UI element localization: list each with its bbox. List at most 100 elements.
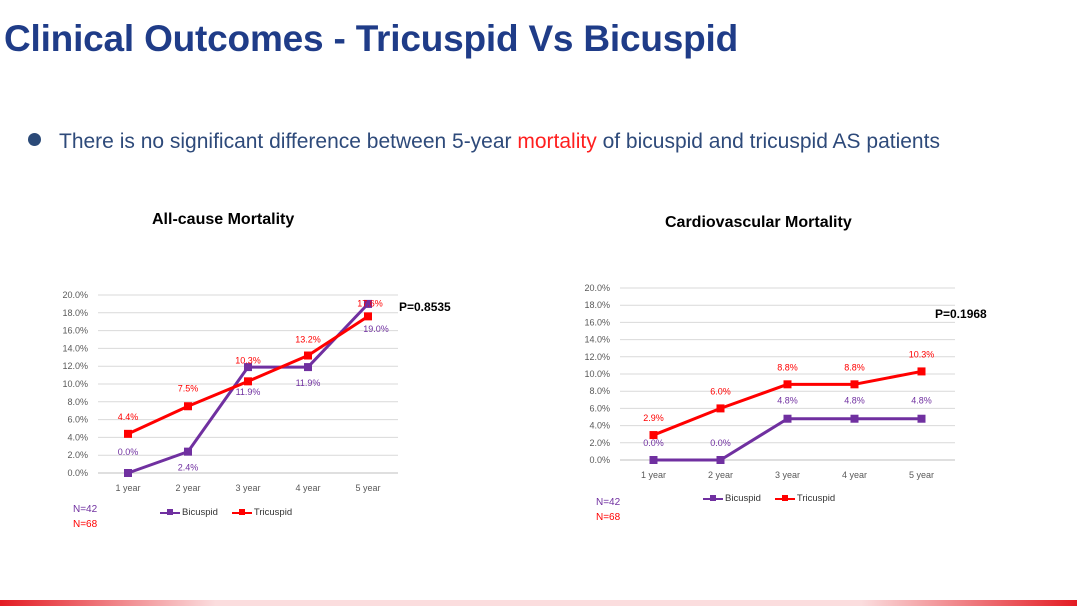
chart-2-bicuspid-point	[649, 456, 658, 464]
chart-1-bicuspid-point	[124, 469, 132, 477]
chart-1-x-tick-label: 3 year	[235, 483, 260, 493]
chart-1-tricuspid-data-label: 17.6%	[357, 298, 383, 308]
chart-2-y-tick-label: 8.0%	[589, 386, 610, 396]
chart-1-legend-tricuspid: Tricuspid	[231, 507, 293, 518]
chart-1-y-tick-label: 14.0%	[62, 343, 88, 353]
chart-2-title: Cardiovascular Mortality	[665, 214, 852, 231]
chart-2-n-tricuspid: N=68	[596, 512, 621, 523]
chart-2-p-value: P=0.1968	[935, 307, 987, 321]
chart-2-legend-bicuspid: Bicuspid	[703, 493, 761, 504]
chart-2-tricuspid-data-label: 6.0%	[710, 386, 731, 396]
chart-1-tricuspid-data-label: 7.5%	[178, 383, 199, 393]
footer-accent-bar	[0, 600, 1077, 606]
chart-2-tricuspid-data-label: 8.8%	[777, 362, 798, 372]
chart-1-y-tick-label: 18.0%	[62, 308, 88, 318]
chart-1-x-tick-label: 1 year	[115, 483, 140, 493]
chart-2-n-bicuspid: N=42	[596, 497, 621, 508]
chart-2-tricuspid-point	[850, 380, 859, 389]
chart-1-x-tick-label: 4 year	[295, 483, 320, 493]
bullet-text-pre: There is no significant difference betwe…	[59, 130, 518, 153]
chart-1-tricuspid-point	[124, 429, 132, 438]
chart-2-x-tick-label: 1 year	[641, 470, 666, 480]
chart-2-y-tick-label: 2.0%	[589, 438, 610, 448]
chart-1-y-tick-label: 2.0%	[67, 450, 88, 460]
chart-2-bicuspid-point	[917, 414, 926, 423]
bullet-point: There is no significant difference betwe…	[28, 130, 940, 154]
chart-1-legend-tricuspid-label: Tricuspid	[253, 507, 293, 518]
chart-1-tricuspid-point	[364, 312, 372, 321]
chart-2-y-tick-label: 14.0%	[584, 335, 610, 345]
chart-2-x-tick-label: 3 year	[775, 470, 800, 480]
chart-2-legend-tricuspid: Tricuspid	[774, 493, 836, 504]
chart-1-legend-bicuspid-label: Bicuspid	[182, 507, 218, 518]
chart-1-x-tick-label: 5 year	[355, 483, 380, 493]
chart-1-bicuspid-data-label: 11.9%	[296, 378, 321, 388]
chart-2-legend-bicuspid-label: Bicuspid	[725, 493, 761, 504]
chart-1-y-tick-label: 16.0%	[62, 326, 88, 336]
chart-1-y-tick-label: 0.0%	[67, 468, 88, 478]
chart-2-tricuspid-point	[649, 431, 658, 440]
chart-1-tricuspid-data-label: 4.4%	[118, 412, 139, 422]
chart-2-tricuspid-point	[716, 404, 725, 413]
chart-2-y-tick-label: 10.0%	[584, 369, 610, 379]
chart-2-bicuspid-data-label: 4.8%	[777, 396, 798, 406]
chart-2-y-tick-label: 6.0%	[589, 403, 610, 413]
chart-2-bicuspid-data-label: 0.0%	[710, 438, 731, 448]
chart-1-tricuspid-data-label: 10.3%	[235, 355, 261, 365]
chart-2-tricuspid-point	[783, 380, 792, 389]
chart-2-x-tick-label: 5 year	[909, 470, 934, 480]
chart-2-y-tick-label: 20.0%	[584, 283, 610, 293]
chart-2-bicuspid-data-label: 4.8%	[844, 396, 865, 406]
chart-1-bicuspid-point	[304, 363, 312, 372]
chart-1-bicuspid-data-label: 2.4%	[178, 463, 199, 473]
chart-1-title: All-cause Mortality	[152, 211, 295, 228]
chart-2-tricuspid-point	[917, 367, 926, 376]
chart-1-bicuspid-point	[244, 363, 252, 372]
chart-1-tricuspid-data-label: 13.2%	[295, 335, 321, 345]
legend-line-marker-icon	[231, 509, 252, 515]
chart-1-bicuspid-data-label: 0.0%	[118, 447, 139, 457]
chart-2-bicuspid-data-label: 4.8%	[911, 396, 932, 406]
chart-2-legend-tricuspid-label: Tricuspid	[796, 493, 836, 504]
chart-1-p-value: P=0.8535	[399, 300, 451, 314]
chart-2-y-tick-label: 0.0%	[589, 455, 610, 465]
legend-line-marker-icon	[774, 495, 795, 501]
chart-1-n-bicuspid: N=42	[73, 504, 98, 515]
chart-2-y-tick-label: 12.0%	[584, 352, 610, 362]
chart-1-y-tick-label: 6.0%	[67, 415, 88, 425]
chart-1-y-tick-label: 4.0%	[67, 432, 88, 442]
chart-2-y-tick-label: 16.0%	[584, 317, 610, 327]
chart-2-y-tick-label: 4.0%	[589, 421, 610, 431]
chart-2-tricuspid-data-label: 10.3%	[909, 349, 935, 359]
chart-2-bicuspid-point	[716, 456, 725, 464]
legend-line-marker-icon	[160, 509, 180, 515]
chart-2-bicuspid-data-label: 0.0%	[643, 438, 664, 448]
chart-2-tricuspid-data-label: 8.8%	[844, 362, 865, 372]
chart-2-bicuspid-point	[783, 414, 792, 423]
bullet-dot-icon	[28, 133, 41, 146]
chart-1-y-tick-label: 20.0%	[62, 290, 88, 300]
chart-1-y-tick-label: 8.0%	[67, 397, 88, 407]
legend-line-marker-icon	[703, 495, 723, 501]
chart-2-tricuspid-data-label: 2.9%	[643, 413, 664, 423]
chart-1-bicuspid-data-label: 11.9%	[236, 387, 261, 397]
chart-1-y-tick-label: 12.0%	[62, 361, 88, 371]
chart-1-legend-bicuspid: Bicuspid	[160, 507, 218, 518]
slide-title: Clinical Outcomes - Tricuspid Vs Bicuspi…	[4, 18, 739, 59]
chart-1-bicuspid-point	[364, 299, 372, 308]
chart-1-tricuspid-point	[304, 351, 312, 360]
chart-1-tricuspid-point	[244, 377, 252, 386]
chart-2-x-tick-label: 4 year	[842, 470, 867, 480]
chart-1-bicuspid-data-label: 19.0%	[363, 324, 389, 334]
bullet-text-highlight: mortality	[517, 130, 597, 153]
chart-1-tricuspid-point	[184, 402, 192, 411]
chart-2-y-tick-label: 18.0%	[584, 300, 610, 310]
bullet-text-post: of bicuspid and tricuspid AS patients	[596, 130, 940, 153]
chart-2-series-bicuspid-line	[653, 417, 922, 462]
chart-1-y-tick-label: 10.0%	[62, 379, 88, 389]
chart-2-x-tick-label: 2 year	[708, 470, 733, 480]
chart-1-x-tick-label: 2 year	[175, 483, 200, 493]
chart-1-n-tricuspid: N=68	[73, 519, 98, 530]
